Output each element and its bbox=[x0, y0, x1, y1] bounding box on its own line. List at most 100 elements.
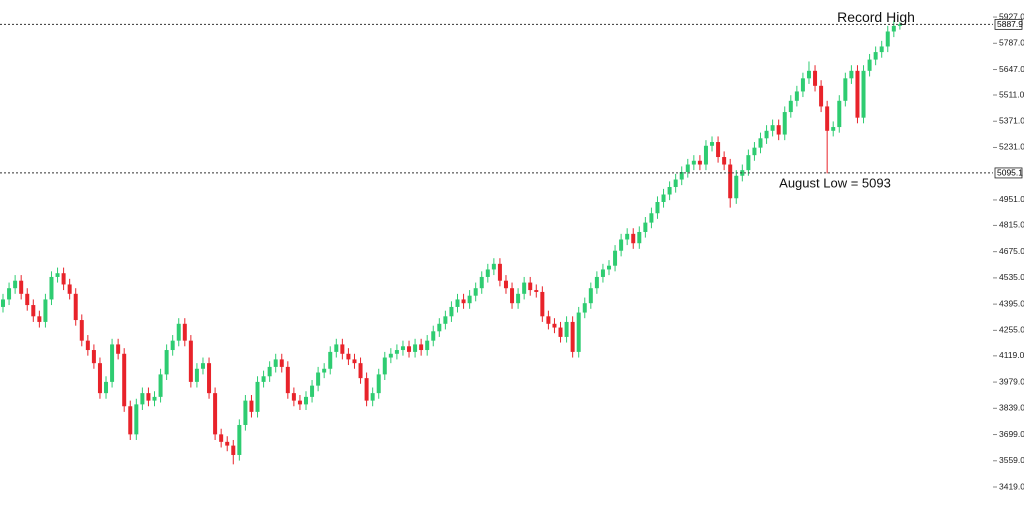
candle-body bbox=[437, 323, 442, 332]
candle-body bbox=[213, 393, 218, 435]
candle-body bbox=[516, 293, 521, 304]
candle-body bbox=[97, 363, 102, 394]
candle-body bbox=[667, 187, 672, 195]
candle-body bbox=[631, 233, 636, 244]
candle-body bbox=[194, 368, 199, 382]
candle-body bbox=[43, 299, 48, 322]
y-tick-label: 3979.0 bbox=[999, 376, 1024, 386]
candle-body bbox=[522, 282, 527, 294]
candle-body bbox=[225, 441, 230, 446]
candle-body bbox=[722, 157, 727, 165]
candle-body bbox=[782, 112, 787, 135]
candle-body bbox=[740, 170, 745, 176]
candle-body bbox=[643, 222, 648, 232]
y-tick-label: 4535.0 bbox=[999, 272, 1024, 282]
candle-body bbox=[885, 31, 890, 47]
price-label: 5887.9 bbox=[997, 19, 1023, 29]
candle-body bbox=[31, 305, 36, 317]
candle-body bbox=[443, 316, 448, 324]
candle-body bbox=[497, 263, 502, 281]
candle-body bbox=[85, 340, 90, 351]
candle-body bbox=[637, 231, 642, 244]
candle-body bbox=[837, 100, 842, 128]
candle-body bbox=[285, 366, 290, 394]
candle-body bbox=[710, 142, 715, 146]
candle-body bbox=[552, 323, 557, 328]
candle-body bbox=[425, 340, 430, 351]
candle-body bbox=[873, 52, 878, 60]
candle-body bbox=[588, 288, 593, 304]
candle-body bbox=[104, 381, 109, 394]
candle-body bbox=[655, 202, 660, 214]
candle-body bbox=[491, 263, 496, 270]
candle-body bbox=[328, 351, 333, 369]
y-tick-label: 5511.0 bbox=[999, 89, 1024, 99]
candle-body bbox=[182, 323, 187, 341]
candle-body bbox=[200, 363, 205, 369]
candle-body bbox=[734, 175, 739, 199]
candle-body bbox=[800, 78, 805, 92]
candle-body bbox=[164, 350, 169, 375]
candle-body bbox=[679, 172, 684, 180]
candle-body bbox=[19, 280, 24, 294]
candle-body bbox=[716, 142, 721, 158]
candle-body bbox=[1, 299, 5, 307]
candle-body bbox=[419, 344, 424, 351]
candle-body bbox=[619, 239, 624, 251]
candle-body bbox=[128, 406, 133, 435]
candle-body bbox=[661, 194, 666, 202]
candle-body bbox=[467, 295, 472, 304]
candle-body bbox=[649, 213, 654, 223]
y-tick-label: 3559.0 bbox=[999, 455, 1024, 465]
candle-body bbox=[358, 363, 363, 379]
candle-body bbox=[243, 400, 248, 425]
candle-body bbox=[370, 393, 375, 401]
candle-body bbox=[558, 327, 563, 337]
candle-body bbox=[7, 288, 12, 300]
candle-body bbox=[304, 396, 308, 405]
candle-body bbox=[570, 321, 575, 352]
candle-body bbox=[231, 445, 236, 455]
y-tick-label: 3699.0 bbox=[999, 429, 1024, 439]
y-tick-label: 5787.0 bbox=[999, 38, 1024, 48]
candle-body bbox=[594, 276, 599, 289]
y-tick-label: 4255.0 bbox=[999, 325, 1024, 335]
candle-body bbox=[861, 70, 866, 118]
candle-body bbox=[582, 303, 587, 313]
candle-body bbox=[600, 269, 605, 277]
candle-body bbox=[794, 91, 799, 101]
candle-body bbox=[806, 70, 811, 79]
candle-body bbox=[134, 404, 139, 435]
candle-body bbox=[849, 70, 854, 79]
y-tick-label: 5371.0 bbox=[999, 115, 1024, 125]
candle-body bbox=[140, 393, 145, 405]
candle-body bbox=[352, 359, 357, 364]
candle-body bbox=[49, 276, 54, 300]
candle-body bbox=[813, 70, 818, 86]
candle-body bbox=[237, 424, 242, 455]
candle-body bbox=[79, 320, 84, 341]
candle-body bbox=[316, 372, 321, 386]
candle-body bbox=[764, 130, 769, 139]
candle-body bbox=[388, 353, 393, 358]
candle-body bbox=[697, 160, 702, 165]
candle-body bbox=[334, 344, 339, 352]
candle-body bbox=[673, 179, 678, 188]
candle-body bbox=[703, 145, 708, 165]
candle-body bbox=[461, 299, 466, 304]
candle-body bbox=[376, 374, 381, 394]
candle-body bbox=[776, 125, 781, 135]
candle-body bbox=[534, 290, 539, 292]
y-tick-label: 4675.0 bbox=[999, 246, 1024, 256]
candle-body bbox=[267, 366, 272, 377]
candle-body bbox=[279, 359, 284, 367]
y-tick-label: 4395.0 bbox=[999, 298, 1024, 308]
candle-body bbox=[364, 378, 369, 401]
candle-body bbox=[13, 280, 18, 289]
candle-body bbox=[382, 357, 387, 375]
candle-body bbox=[625, 233, 630, 240]
candle-body bbox=[255, 381, 260, 412]
price-label-box bbox=[994, 167, 1023, 179]
